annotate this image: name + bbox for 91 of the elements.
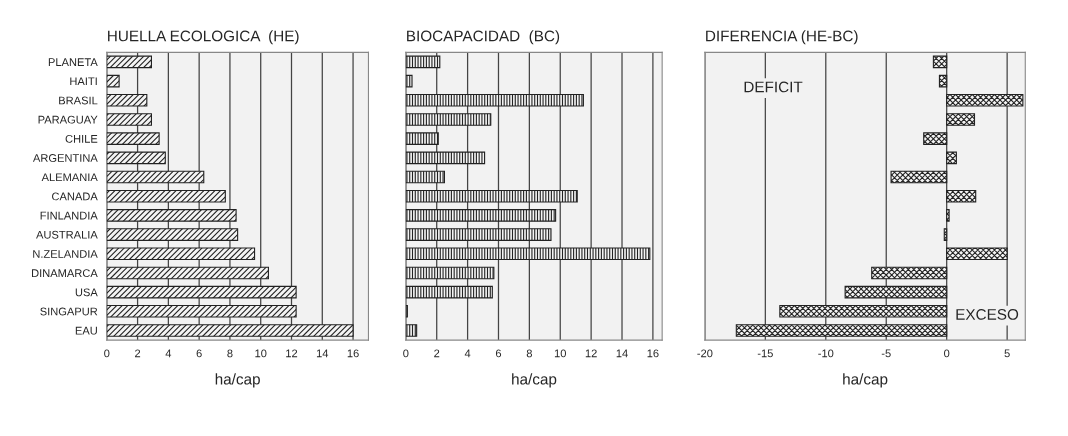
y-tick-label: USA [75, 288, 98, 297]
bar [405, 324, 418, 337]
bar [946, 209, 950, 222]
y-tick-label: FINLANDIA [40, 211, 98, 220]
x-tick-label: 0 [944, 349, 950, 358]
bar [405, 113, 492, 126]
x-tick-label: 12 [585, 349, 597, 358]
x-tick-label: 14 [616, 349, 628, 358]
x-tick-label: -15 [757, 349, 773, 358]
bar [946, 151, 957, 165]
x-tick-label: 16 [347, 349, 359, 358]
bar [405, 247, 651, 261]
chart-title: DIFERENCIA (HE-BC) [706, 30, 858, 45]
x-tick-label: 6 [495, 349, 502, 358]
bar [405, 209, 557, 222]
bar [106, 74, 120, 88]
bar [106, 304, 297, 318]
y-tick-label: BRASIL [59, 96, 98, 105]
chart-title: BIOCAPACIDAD (BC) [407, 30, 560, 45]
bar [946, 247, 1008, 261]
bar [106, 170, 205, 184]
x-tick-label: 0 [403, 349, 409, 358]
x-axis-title: ha/cap [215, 373, 260, 388]
bar [106, 209, 237, 222]
x-tick-label: 14 [316, 349, 329, 358]
bar [405, 266, 495, 280]
x-tick-label: 8 [526, 349, 532, 358]
annotation: EXCESO [956, 308, 1019, 320]
x-tick-label: 4 [165, 349, 172, 358]
bar [405, 170, 445, 184]
x-tick-label: 16 [647, 349, 659, 358]
y-tick-label: PLANETA [48, 58, 98, 66]
y-tick-label: SINGAPUR [40, 307, 98, 316]
bar [106, 228, 239, 241]
x-tick-label: -5 [881, 349, 891, 358]
y-tick-label: DINAMARCA [32, 269, 98, 278]
bar [946, 113, 976, 126]
bar [106, 151, 166, 165]
bar [106, 113, 152, 126]
bar [106, 324, 354, 337]
x-tick-label: 4 [464, 349, 471, 358]
bar [932, 55, 948, 69]
y-tick-label: EAU [75, 326, 97, 335]
bar [106, 285, 297, 299]
x-tick-label: 0 [104, 349, 110, 358]
bar [405, 74, 413, 88]
x-tick-label: 12 [286, 349, 298, 358]
bar [106, 266, 269, 280]
bar [405, 151, 486, 165]
annotation: DEFICIT [744, 81, 803, 93]
bar [405, 132, 439, 145]
bar [106, 55, 152, 69]
x-tick-label: 10 [255, 349, 267, 358]
x-tick-label: -20 [697, 349, 713, 358]
bar [405, 285, 493, 299]
bar [735, 324, 948, 337]
bar [779, 304, 948, 318]
bar [946, 189, 977, 203]
bar [405, 189, 578, 203]
y-tick-label: CANADA [52, 192, 98, 201]
bar [923, 132, 948, 145]
bar [106, 189, 226, 203]
x-tick-label: 2 [434, 349, 440, 358]
x-axis-title: ha/cap [843, 373, 888, 388]
bar [890, 170, 948, 184]
x-axis-title: ha/cap [512, 373, 557, 388]
bar [106, 132, 160, 145]
x-tick-label: 2 [135, 349, 141, 358]
bar [405, 228, 552, 241]
x-tick-label: 5 [1004, 349, 1010, 358]
bar [405, 93, 584, 107]
x-tick-label: 6 [196, 349, 202, 358]
chart-title: HUELLA ECOLOGICA (HE) [108, 30, 299, 45]
y-tick-label: AUSTRALIA [36, 230, 98, 239]
bar [106, 93, 148, 107]
bar [938, 74, 948, 88]
bar [943, 228, 948, 241]
y-tick-label: CHILE [65, 134, 98, 143]
x-tick-label: -10 [818, 349, 834, 358]
y-tick-label: PARAGUAY [38, 115, 98, 124]
bar [871, 266, 948, 280]
bar [405, 55, 441, 69]
y-tick-label: HAITI [70, 77, 97, 86]
bar [844, 285, 948, 299]
x-tick-label: 8 [227, 349, 233, 358]
y-tick-label: N.ZELANDIA [33, 250, 98, 258]
y-tick-label: ALEMANIA [41, 173, 98, 182]
bar [946, 93, 1024, 107]
y-tick-label: ARGENTINA [32, 154, 98, 162]
bar [106, 247, 256, 261]
x-tick-label: 10 [554, 349, 566, 358]
